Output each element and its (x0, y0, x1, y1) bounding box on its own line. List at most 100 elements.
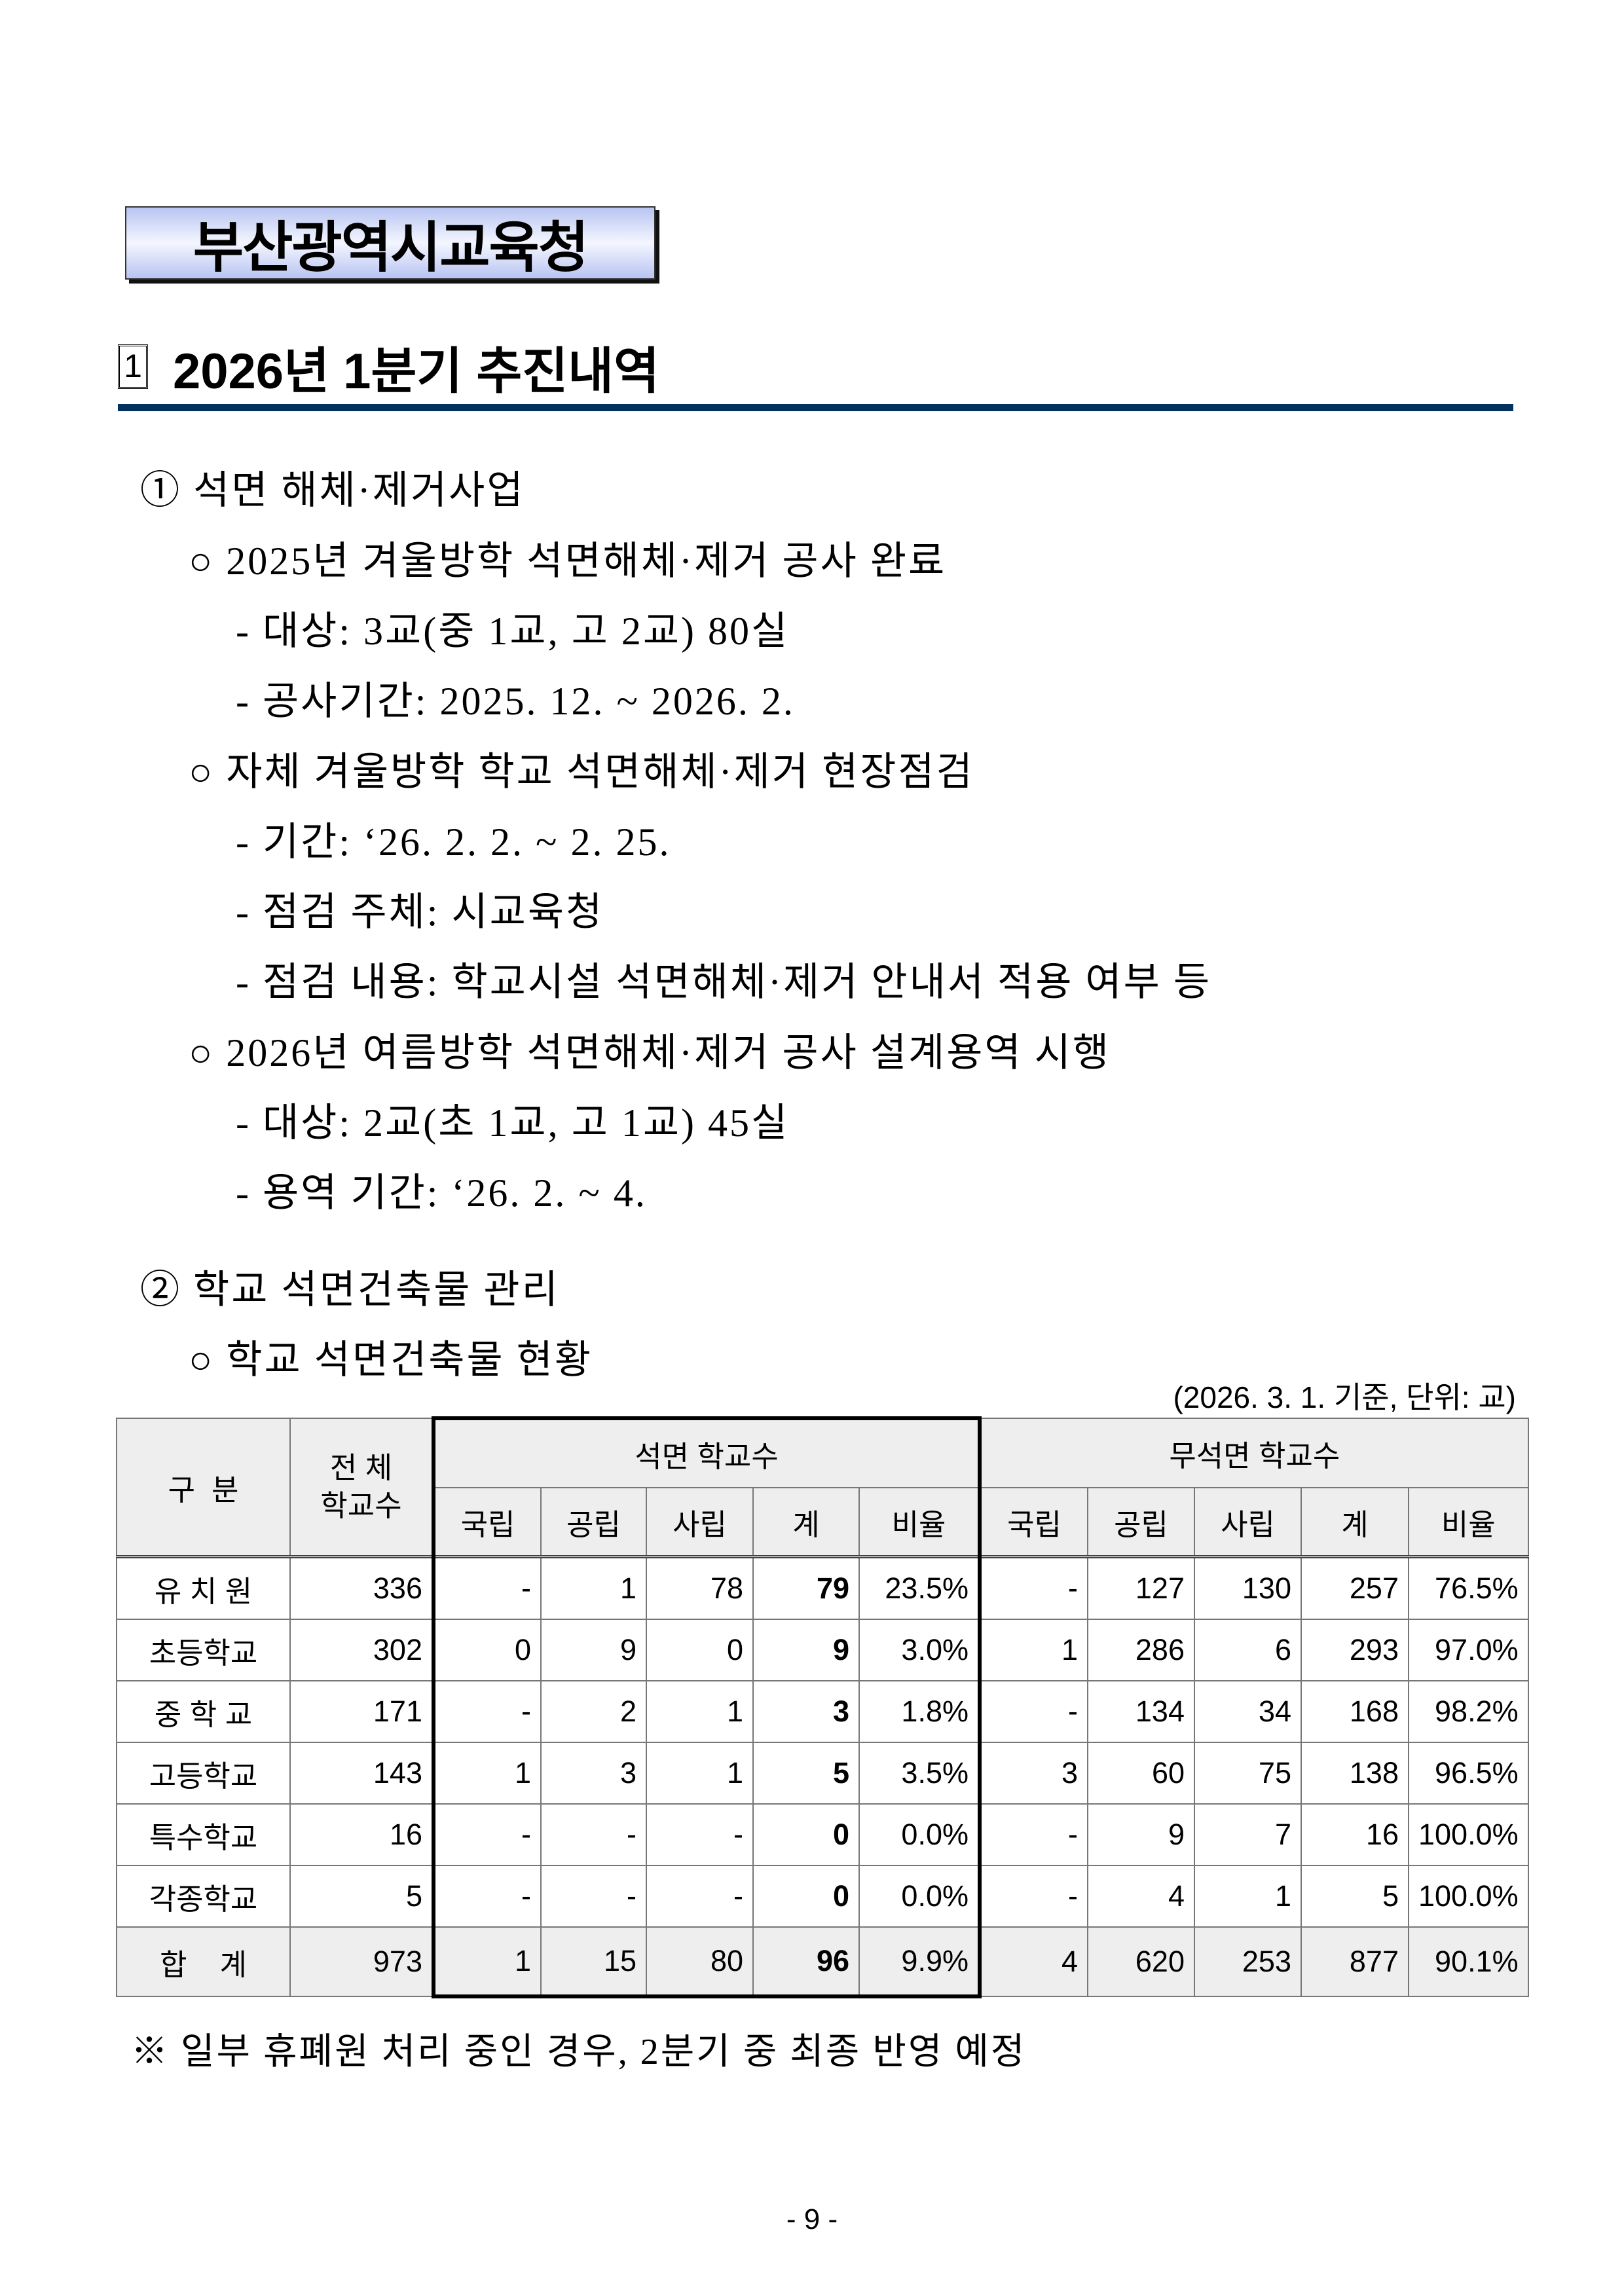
cell: 5 (289, 1865, 434, 1928)
row-label: 특수학교 (116, 1803, 291, 1866)
cell: - (432, 1555, 542, 1620)
subheader-cell: 계 (1301, 1487, 1409, 1558)
cell: 3 (752, 1680, 860, 1743)
cell: 3 (979, 1742, 1088, 1805)
cell: 98.2% (1408, 1680, 1529, 1743)
subheader-cell: 비율 (858, 1487, 982, 1558)
cell: 23.5% (858, 1555, 982, 1620)
detail-line: - 점검 주체: 시교육청 (236, 890, 604, 934)
cell: 286 (1087, 1619, 1195, 1681)
cell: 171 (289, 1680, 434, 1743)
cell: 1 (979, 1619, 1088, 1681)
cell: 0 (752, 1803, 860, 1866)
footnote: ※ 일부 휴폐원 처리 중인 경우, 2분기 중 최종 반영 예정 (131, 2032, 1027, 2072)
cell: 168 (1301, 1680, 1409, 1743)
bullet-line: ○ 학교 석면건축물 현황 (189, 1338, 593, 1382)
row-label: 고등학교 (116, 1742, 291, 1805)
cell: 0.0% (858, 1803, 982, 1866)
bullet-line: ○ 2026년 여름방학 석면해체·제거 공사 설계용역 시행 (189, 1031, 1111, 1074)
cell: 78 (646, 1555, 754, 1620)
cell: 0 (432, 1619, 542, 1681)
cell: 302 (289, 1619, 434, 1681)
cell: 4 (979, 1926, 1088, 1997)
table-row: 중 학 교 171-2 1 3 1.8% -134 34 168 98.2% (116, 1680, 1529, 1743)
cell: 3.5% (858, 1742, 982, 1805)
cell: 80 (646, 1926, 754, 1998)
header-total-schools: 전 체 학교수 (289, 1418, 434, 1558)
row-label: 각종학교 (116, 1865, 291, 1928)
cell: 90.1% (1408, 1926, 1529, 1997)
subheader-cell: 사립 (1194, 1487, 1302, 1558)
detail-line: - 기간: ‘26. 2. 2. ~ 2. 25. (236, 820, 671, 864)
cell: 0 (752, 1865, 860, 1928)
header-non-asbestos-schools: 무석면 학교수 (979, 1418, 1529, 1488)
cell: 1 (432, 1742, 542, 1805)
cell: 100.0% (1408, 1803, 1529, 1866)
cell: 5 (752, 1742, 860, 1805)
cell: - (432, 1803, 542, 1866)
header-category: 구 분 (116, 1418, 291, 1558)
cell: 143 (289, 1742, 434, 1805)
cell: - (540, 1803, 647, 1866)
cell: 75 (1194, 1742, 1302, 1805)
cell: 336 (289, 1555, 434, 1620)
cell: 9.9% (858, 1926, 982, 1998)
cell: - (979, 1865, 1088, 1928)
asbestos-school-table: 구 분 전 체 학교수 석면 학교수 무석면 학교수 국립 공립 사립 계 비율 국립 공립… (116, 1416, 1529, 1998)
cell: - (646, 1865, 754, 1928)
subheader-cell: 국립 (432, 1487, 542, 1558)
cell: 96 (752, 1926, 860, 1998)
heading-number: 1 (118, 344, 148, 389)
table-row: 고등학교 143 1 3 1 5 3.5% 3 60 75 138 96.5% (116, 1742, 1529, 1805)
bullet-line: ○ 자체 겨울방학 학교 석면해체·제거 현장점검 (189, 750, 974, 794)
cell: 9 (752, 1619, 860, 1681)
table-row: 초등학교 302 0 9 0 9 3.0% 1 286 6 293 97.0% (116, 1619, 1529, 1681)
cell: 2 (540, 1680, 647, 1743)
cell: 6 (1194, 1619, 1302, 1681)
cell: 1 (540, 1555, 647, 1620)
table-note: (2026. 3. 1. 기준, 단위: 교) (1173, 1380, 1516, 1414)
detail-line: - 대상: 3교(중 1교, 고 2교) 80실 (236, 610, 790, 653)
cell: 1 (646, 1742, 754, 1805)
cell: 253 (1194, 1926, 1302, 1997)
cell: 5 (1301, 1865, 1409, 1928)
cell: 34 (1194, 1680, 1302, 1743)
cell: 7 (1194, 1803, 1302, 1866)
heading-text: 2026년 1분기 추진내역 (173, 344, 660, 399)
cell: 257 (1301, 1555, 1409, 1620)
row-label: 초등학교 (116, 1619, 291, 1681)
cell: - (646, 1803, 754, 1866)
cell: 79 (752, 1555, 860, 1620)
cell: 877 (1301, 1926, 1409, 1997)
cell: 0 (646, 1619, 754, 1681)
cell: 0.0% (858, 1865, 982, 1928)
subheader-cell: 계 (752, 1487, 860, 1558)
cell: 1 (1194, 1865, 1302, 1928)
header-asbestos-schools: 석면 학교수 (432, 1416, 982, 1488)
cell: 293 (1301, 1619, 1409, 1681)
cell: 16 (289, 1803, 434, 1866)
cell: - (979, 1680, 1088, 1743)
page-number: - 9 - (786, 2203, 838, 2235)
subheader-cell: 사립 (646, 1487, 754, 1558)
subsection-heading: ② 학교 석면건축물 관리 (140, 1268, 560, 1312)
row-label: 중 학 교 (116, 1680, 291, 1743)
cell: 100.0% (1408, 1865, 1529, 1928)
table-row: 각종학교 5- - -0 0.0% -4 1 5 100.0% (116, 1865, 1529, 1928)
cell: 3 (540, 1742, 647, 1805)
cell: 620 (1087, 1926, 1195, 1997)
table-row: 합 계 973 1 15 80 96 9.9% 4 620 253 877 90.1% (116, 1926, 1529, 1998)
cell: 1.8% (858, 1680, 982, 1743)
cell: 16 (1301, 1803, 1409, 1866)
cell: - (432, 1865, 542, 1928)
cell: - (432, 1680, 542, 1743)
subsection-heading: ① 석면 해체·제거사업 (140, 469, 525, 512)
cell: 134 (1087, 1680, 1195, 1743)
cell: 127 (1087, 1555, 1195, 1620)
detail-line: - 대상: 2교(초 1교, 고 1교) 45실 (236, 1101, 790, 1145)
cell: 96.5% (1408, 1742, 1529, 1805)
subheader-cell: 국립 (979, 1487, 1088, 1558)
cell: 9 (540, 1619, 647, 1681)
subheader-cell: 공립 (540, 1487, 647, 1558)
bullet-line: ○ 2025년 겨울방학 석면해체·제거 공사 완료 (189, 540, 947, 583)
